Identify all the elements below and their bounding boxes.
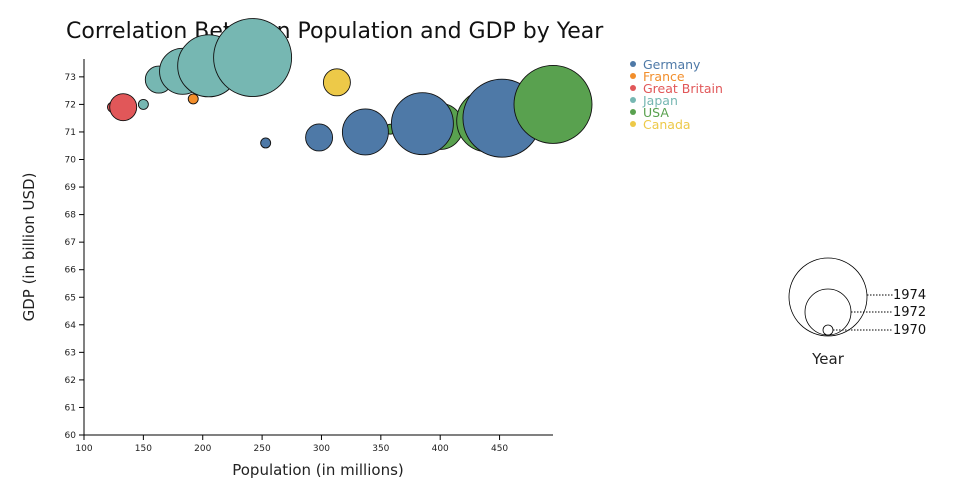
bubble-usa-1974 [513, 64, 593, 144]
bubble-germany-1970 [260, 137, 272, 149]
y-tick-label-61: 61 [65, 403, 76, 413]
y-axis-label: GDP (in billion USD) [20, 173, 38, 322]
y-tick-label-62: 62 [65, 376, 76, 386]
y-tick-label-71: 71 [65, 128, 76, 138]
legend-marker-germany [630, 61, 636, 67]
bubble-japan-1970 [137, 98, 149, 110]
bubble-germany-1971 [305, 123, 334, 152]
legend-label-usa: USA [643, 105, 669, 120]
size-key-label-1970: 1970 [893, 323, 926, 338]
y-tick-label-67: 67 [65, 238, 76, 248]
size-legend: 1974 1972 1970 Year [788, 257, 926, 368]
size-key-title: Year [811, 350, 845, 368]
bubble-canada-1971 [322, 68, 351, 97]
y-tick-label-66: 66 [65, 266, 77, 276]
size-key-label-1974: 1974 [893, 288, 926, 303]
legend-label-france: France [643, 69, 685, 84]
chart-title: Correlation Between Population and GDP b… [66, 19, 604, 44]
y-tick-label-60: 60 [65, 431, 77, 441]
x-tick-label-200: 200 [194, 444, 211, 454]
y-tick-label-65: 65 [65, 293, 76, 303]
y-tick-label-69: 69 [65, 183, 77, 193]
bubble-layer [107, 18, 593, 158]
legend-marker-usa [630, 109, 636, 115]
x-tick-label-450: 450 [491, 444, 508, 454]
bubble-germany-1972 [341, 108, 389, 156]
size-key-circle-1972 [804, 288, 852, 336]
y-tick-label-73: 73 [65, 73, 76, 83]
bubble-germany-1973 [390, 92, 454, 156]
bubble-great-britain-1971 [109, 93, 138, 122]
legend-label-great-britain: Great Britain [643, 81, 723, 96]
legend-marker-france [630, 73, 636, 79]
legend-marker-japan [630, 97, 636, 103]
x-tick-label-350: 350 [372, 444, 389, 454]
x-axis-label: Population (in millions) [232, 461, 404, 479]
bubble-france-1970 [187, 93, 199, 105]
legend-marker-great-britain [630, 85, 636, 91]
x-tick-label-300: 300 [313, 444, 330, 454]
size-key-circle-1974 [788, 257, 868, 337]
y-tick-label-68: 68 [65, 211, 77, 221]
y-tick-label-63: 63 [65, 348, 76, 358]
x-axis: 100 150 200 250 300 350 400 450 [75, 434, 553, 454]
size-key-circle-1970 [822, 324, 834, 336]
x-tick-label-250: 250 [254, 444, 271, 454]
legend-label-japan: Japan [642, 93, 678, 108]
x-tick-label-100: 100 [75, 444, 92, 454]
x-tick-label-400: 400 [432, 444, 449, 454]
bubble-japan-1974 [213, 18, 293, 98]
y-tick-label-70: 70 [65, 156, 77, 166]
y-tick-label-64: 64 [65, 321, 77, 331]
legend-label-germany: Germany [643, 57, 701, 72]
legend-label-canada: Canada [643, 117, 691, 132]
x-tick-label-150: 150 [135, 444, 152, 454]
y-tick-label-72: 72 [65, 100, 76, 110]
y-axis: 60 61 62 63 64 65 66 67 68 69 70 71 72 73 [65, 59, 85, 441]
size-key-label-1972: 1972 [893, 305, 926, 320]
legend-marker-canada [630, 121, 636, 127]
